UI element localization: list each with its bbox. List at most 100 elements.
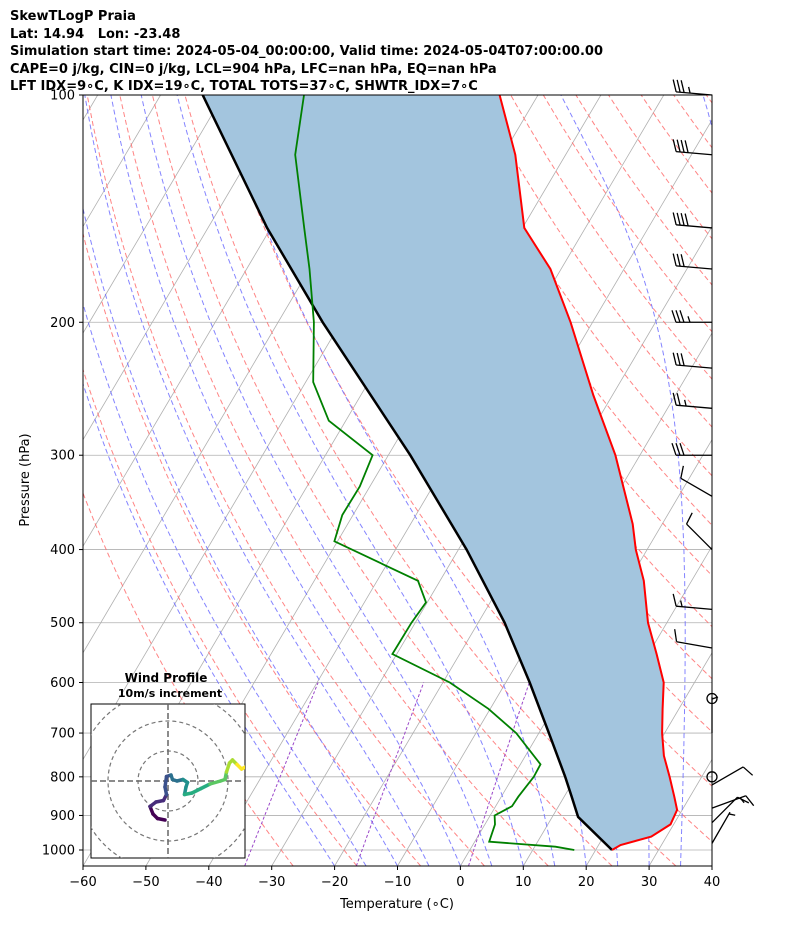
barb-staff [686,523,713,551]
barb-full-flag [742,766,754,776]
barb-staff [680,477,713,497]
hodograph-trace-segment [163,774,169,789]
location-line: Lat: 14.94 Lon: -23.48 [10,26,181,42]
barb-full-flag [676,253,681,267]
dry-adiabat [705,95,712,104]
barb-full-flag [676,139,681,153]
x-tick-label: −40 [195,875,222,890]
dry-adiabat [119,95,549,866]
moist-adiabat [220,95,556,866]
y-tick-label: 700 [50,727,75,742]
moist-adiabat [83,206,398,866]
x-tick-label: 40 [704,875,721,890]
barb-staff [676,265,713,270]
dry-adiabat [184,95,677,866]
x-tick-label: −10 [384,875,411,890]
barb-full-flag [680,80,685,93]
y-tick-label: 200 [50,316,75,331]
barb-full-flag [675,443,681,456]
barb-full-flag [672,352,677,366]
wind-barb [711,811,736,844]
barb-half-flag [680,600,683,607]
hodograph-subtitle: 10m/s increment [118,687,222,700]
barb-full-flag [676,212,681,226]
x-tick-label: 20 [578,875,595,890]
barb-full-flag [684,213,689,227]
barb-full-flag [680,254,685,267]
hodograph-grid [91,704,245,858]
moist-adiabat [176,95,524,866]
barb-full-flag [679,443,685,456]
barb-staff [711,796,738,824]
profiles [201,95,679,851]
barb-staff [676,364,713,369]
chart-header: SkewTLogP Praia Lat: 14.94 Lon: -23.48 Sim… [10,8,603,96]
dry-adiabat [445,95,712,477]
barb-full-flag [680,139,685,153]
barb-full-flag [675,310,681,323]
isotherm [397,332,712,866]
temperature-line [498,95,679,851]
isotherm [460,438,712,866]
barb-half-flag [711,696,719,700]
barb-full-flag [672,79,677,93]
barb-full-flag [671,443,677,456]
mixing-ratio-line [244,682,319,866]
y-tick-label: 300 [50,449,75,464]
barb-full-flag [674,629,678,642]
y-tick-label: 400 [50,543,75,558]
wind-barb [671,310,712,323]
moist-adiabat [83,382,336,866]
hodograph: Wind Profile 10m/s increment [90,671,246,859]
y-tick-label: 1000 [42,844,75,859]
barb-full-flag [737,796,750,804]
x-tick-label: −60 [69,875,96,890]
wind-barb [672,212,713,229]
dry-adiabat [739,95,794,866]
barb-full-flag [676,352,681,366]
hodograph-trace-segment [208,779,223,786]
x-tick-label: 10 [515,875,532,890]
barb-full-flag [680,213,685,226]
barb-full-flag [680,465,684,479]
chart-title: SkewTLogP Praia [10,9,136,24]
dry-adiabat [151,95,613,866]
isotherm [83,95,161,228]
axis-ticks: −60 −50 −40 −30 −20 −10 0 10 20 30 40 1000 900 800 700… [42,89,720,891]
wind-barbs [671,79,755,844]
hodograph-trace-segment [239,765,245,771]
wind-barb [674,629,713,649]
barb-staff [676,91,713,96]
hodograph-title: Wind Profile [125,671,208,685]
wind-barb [680,465,713,497]
barb-half-flag [687,316,691,323]
mixing-ratio-line [468,682,530,866]
wind-barb [672,139,713,156]
wind-barb [672,253,713,270]
barb-full-flag [676,79,681,93]
barb-full-flag [672,593,677,607]
time-line: Simulation start time: 2024-05-04_00:00:… [10,44,603,60]
dry-adiabat [83,491,294,866]
wind-barb [672,79,713,96]
barb-full-flag [680,353,685,366]
barb-staff [676,224,713,229]
wind-barb [685,512,713,551]
x-tick-label: 0 [456,875,464,890]
mixing-ratio-line [355,682,425,866]
isotherm [711,865,712,866]
cape-area [202,95,678,850]
moist-adiabat [84,95,430,866]
barb-full-flag [672,139,677,152]
x-tick-label: −50 [132,875,159,890]
barb-half-flag [683,399,687,407]
indices-line-2: LFT IDX=9∘C, K IDX=19∘C, TOTAL TOTS=37∘C… [10,79,478,95]
barb-full-flag [672,212,677,225]
y-tick-label: 500 [50,616,75,631]
cape-shading [202,95,678,850]
dry-adiabat [86,95,485,866]
moist-adiabat [140,95,493,866]
dry-adiabat [673,95,712,149]
barb-staff [676,641,713,649]
barb-full-flag [676,393,681,406]
